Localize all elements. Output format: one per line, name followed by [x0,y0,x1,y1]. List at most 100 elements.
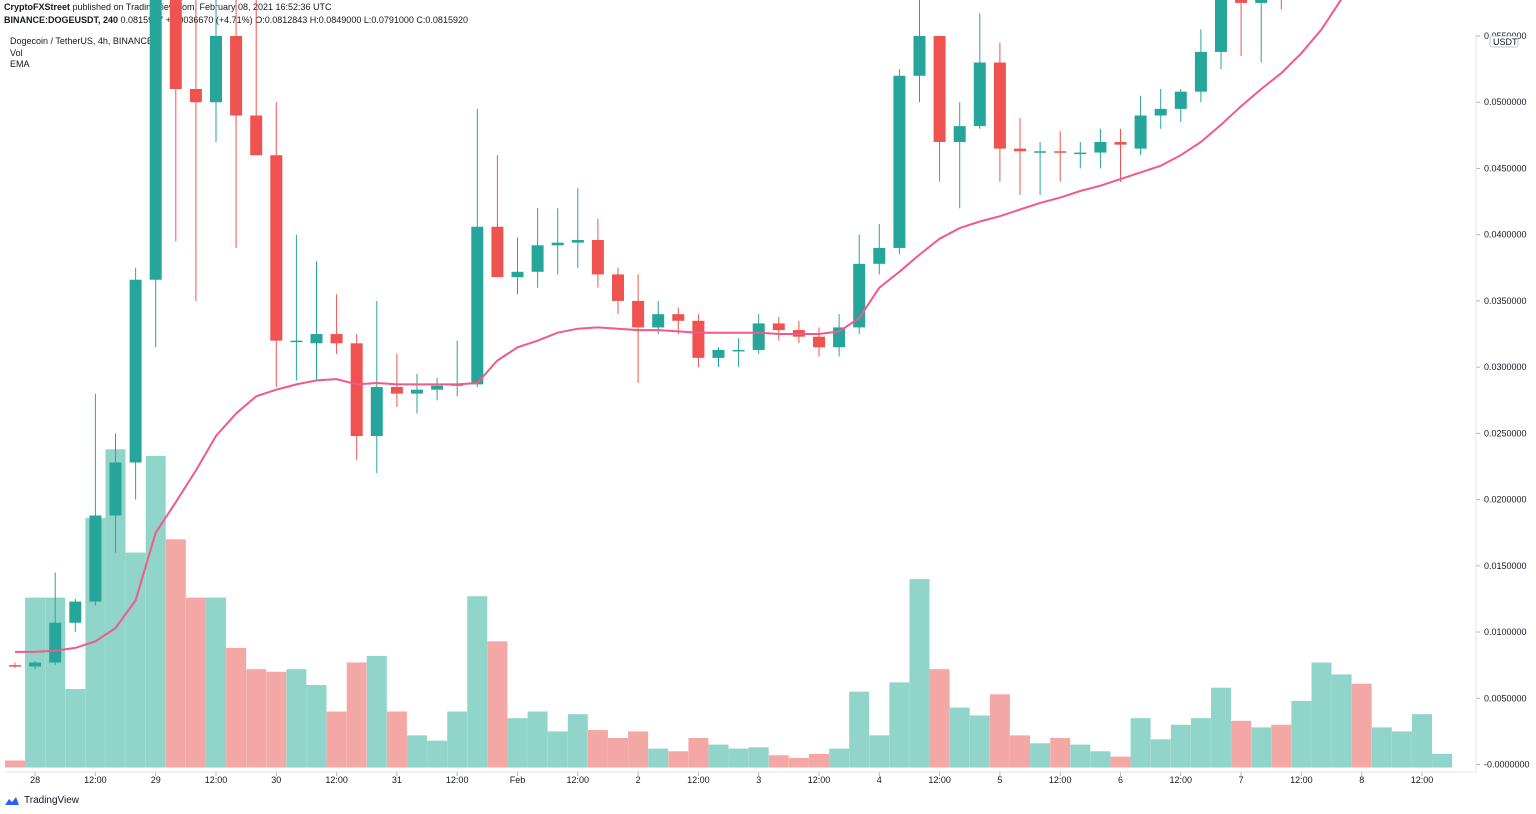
volume-bar [145,455,166,768]
candle[interactable] [310,334,323,344]
y-tick-label: 0.0100000 [1484,627,1527,637]
candle[interactable] [1154,108,1167,116]
candle[interactable] [330,334,343,344]
volume-bar [1110,756,1131,768]
volume-bar [1130,718,1151,768]
x-tick-label: 12:00 [1411,775,1434,785]
legend-ema[interactable]: EMA [10,59,30,69]
candle[interactable] [250,115,263,156]
candle[interactable] [29,662,42,667]
y-tick-label: 0.0400000 [1484,230,1527,240]
candle[interactable] [431,385,444,390]
candle[interactable] [290,340,303,343]
y-tick-label: 0.0050000 [1484,693,1527,703]
candle[interactable] [1235,0,1248,3]
candle[interactable] [471,226,484,385]
tradingview-logo[interactable]: TradingView [4,795,79,806]
candle[interactable] [129,279,142,463]
candle[interactable] [632,300,645,328]
publish-text: published on TradingView.com, February 0… [72,2,332,12]
candle[interactable] [109,462,122,516]
candle[interactable] [692,320,705,358]
candle[interactable] [853,263,866,328]
candle[interactable] [712,349,725,358]
candle[interactable] [491,226,504,278]
candle[interactable] [1215,0,1227,52]
candle[interactable] [612,274,624,301]
ohlc-close-value: 0.0815920 [425,15,468,25]
candle[interactable] [270,155,283,341]
legend-title[interactable]: Dogecoin / TetherUS, 4h, BINANCE [10,36,153,46]
candle[interactable] [993,62,1006,149]
candle[interactable] [752,323,765,350]
volume-bar [366,655,387,768]
candle[interactable] [210,36,222,103]
candle[interactable] [1074,152,1087,155]
volume-bar [105,449,126,768]
x-tick-label: 12:00 [446,775,469,785]
candle[interactable] [370,387,383,437]
volume-bar [427,740,448,768]
candle[interactable] [350,343,363,437]
volume-bar [668,751,689,768]
candle[interactable] [813,336,825,348]
candle[interactable] [672,314,685,321]
candle[interactable] [1194,51,1207,92]
candle[interactable] [1014,148,1026,152]
candle[interactable] [411,389,423,394]
author-name: CryptoFXStreet [4,2,71,12]
candle[interactable] [591,239,604,275]
legend-vol[interactable]: Vol [10,47,23,58]
candle[interactable] [49,622,62,663]
candle[interactable] [652,314,665,328]
y-tick-label: 0.0350000 [1484,296,1527,306]
candle[interactable] [169,0,182,90]
candle[interactable] [973,62,986,127]
candle[interactable] [149,0,162,280]
candle[interactable] [531,245,544,272]
y-tick-label: 0.0200000 [1484,495,1527,505]
candle[interactable] [69,601,82,623]
ohlc-close-label: C: [416,15,426,25]
candle[interactable] [873,247,886,264]
candle[interactable] [89,515,102,602]
volume-bar [1190,718,1211,768]
candle[interactable] [772,323,785,331]
volume-bar [206,597,226,768]
volume-bar [949,707,970,768]
candle[interactable] [1255,0,1268,3]
candle[interactable] [1134,115,1147,149]
candle[interactable] [893,75,906,248]
candle[interactable] [230,36,243,116]
candle[interactable] [913,36,926,76]
volume-bar [1291,700,1312,768]
candle[interactable] [551,242,564,246]
candle[interactable] [732,349,745,352]
volume-bar [728,748,749,768]
candle[interactable] [9,665,21,667]
candle[interactable] [953,126,966,142]
ohlc-open-label: O: [255,15,265,25]
volume-bar [1150,739,1171,768]
volume-bar [849,691,870,768]
volume-bar [1311,662,1332,768]
volume-bar [547,731,568,768]
time-axis: 28 12:00 29 12:00 30 12:00 31 12:00 Feb 12:00 2 12:… [30,772,1433,785]
candle[interactable] [1034,151,1047,153]
candle[interactable] [1114,141,1127,145]
candle[interactable] [1174,91,1187,109]
candle[interactable] [571,239,584,243]
x-tick-label: 29 [151,775,161,785]
volume-bar [809,753,829,768]
candle[interactable] [1094,141,1107,153]
candle[interactable] [390,387,403,394]
wick-layer [14,0,1282,670]
candle[interactable] [189,89,202,103]
candle[interactable] [933,36,946,142]
ohlc-low-value: 0.0791000 [371,15,414,25]
candle[interactable] [1054,151,1067,153]
volume-bar [1050,738,1071,768]
candle[interactable] [511,271,524,278]
x-tick-label: 31 [392,775,402,785]
